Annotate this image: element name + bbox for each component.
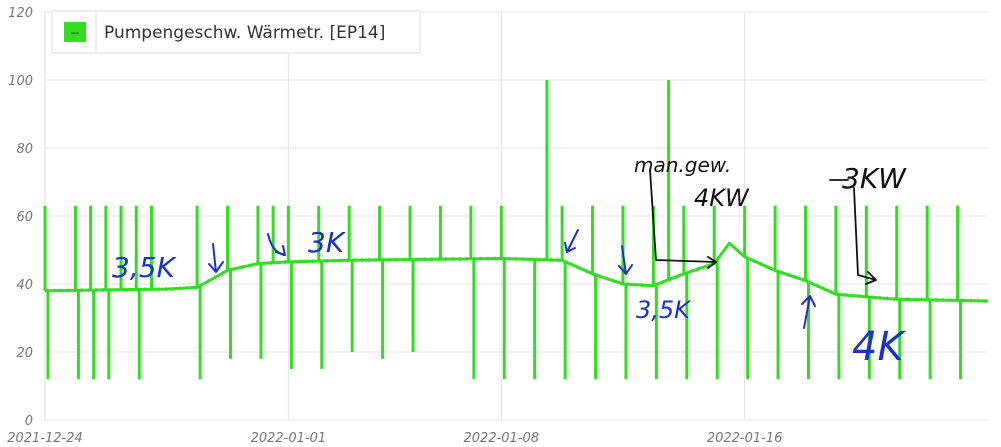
annotation-arrow-7 [853,187,877,285]
annotation-label-2: 3K [308,226,347,259]
annotation-arrow-2 [267,233,286,256]
y-tick-label: 20 [16,346,33,361]
annotations [208,169,877,329]
annotation-label-4: 4KW [694,184,750,212]
annotation-arrow-1 [208,243,224,273]
x-tick-label: 2022-01-16 [707,431,783,446]
y-tick-label: 0 [25,414,33,429]
legend-swatch-glyph: − [70,26,80,40]
annotation-label-5: 3KW [842,162,907,195]
x-tick-labels: 2021-12-24 2022-01-01 2022-01-08 2022-01-16 [7,431,782,446]
annotation-label-7: 4K [852,324,906,370]
annotation-arrow-3 [564,229,579,253]
y-tick-label: 80 [16,142,33,157]
legend-label: Pumpengeschw. Wärmetr. [EP14] [104,23,385,43]
legend[interactable]: − Pumpengeschw. Wärmetr. [EP14] [51,10,421,54]
series-line [44,241,989,303]
grid-lines [44,11,988,421]
annotation-arrow-5 [801,295,816,329]
x-tick-label: 2021-12-24 [7,431,83,446]
annotation-label-1: 3,5K [112,251,178,284]
series-group [43,80,989,380]
y-tick-labels: 0 20 40 60 80 100 120 [8,6,33,429]
legend-box [51,10,421,54]
annotation-label-3: man.gew. [634,153,731,177]
annotation-label-6: 3,5K [636,296,692,324]
x-tick-label: 2022-01-08 [464,431,540,446]
annotation-arrow-4 [618,245,633,275]
annotation-arrow-6 [649,169,717,269]
y-tick-label: 120 [8,6,33,21]
x-tick-label: 2022-01-01 [251,431,327,446]
y-tick-label: 100 [8,74,33,89]
legend-swatch [64,22,86,42]
y-tick-label: 60 [16,210,33,225]
y-tick-label: 40 [16,278,33,293]
